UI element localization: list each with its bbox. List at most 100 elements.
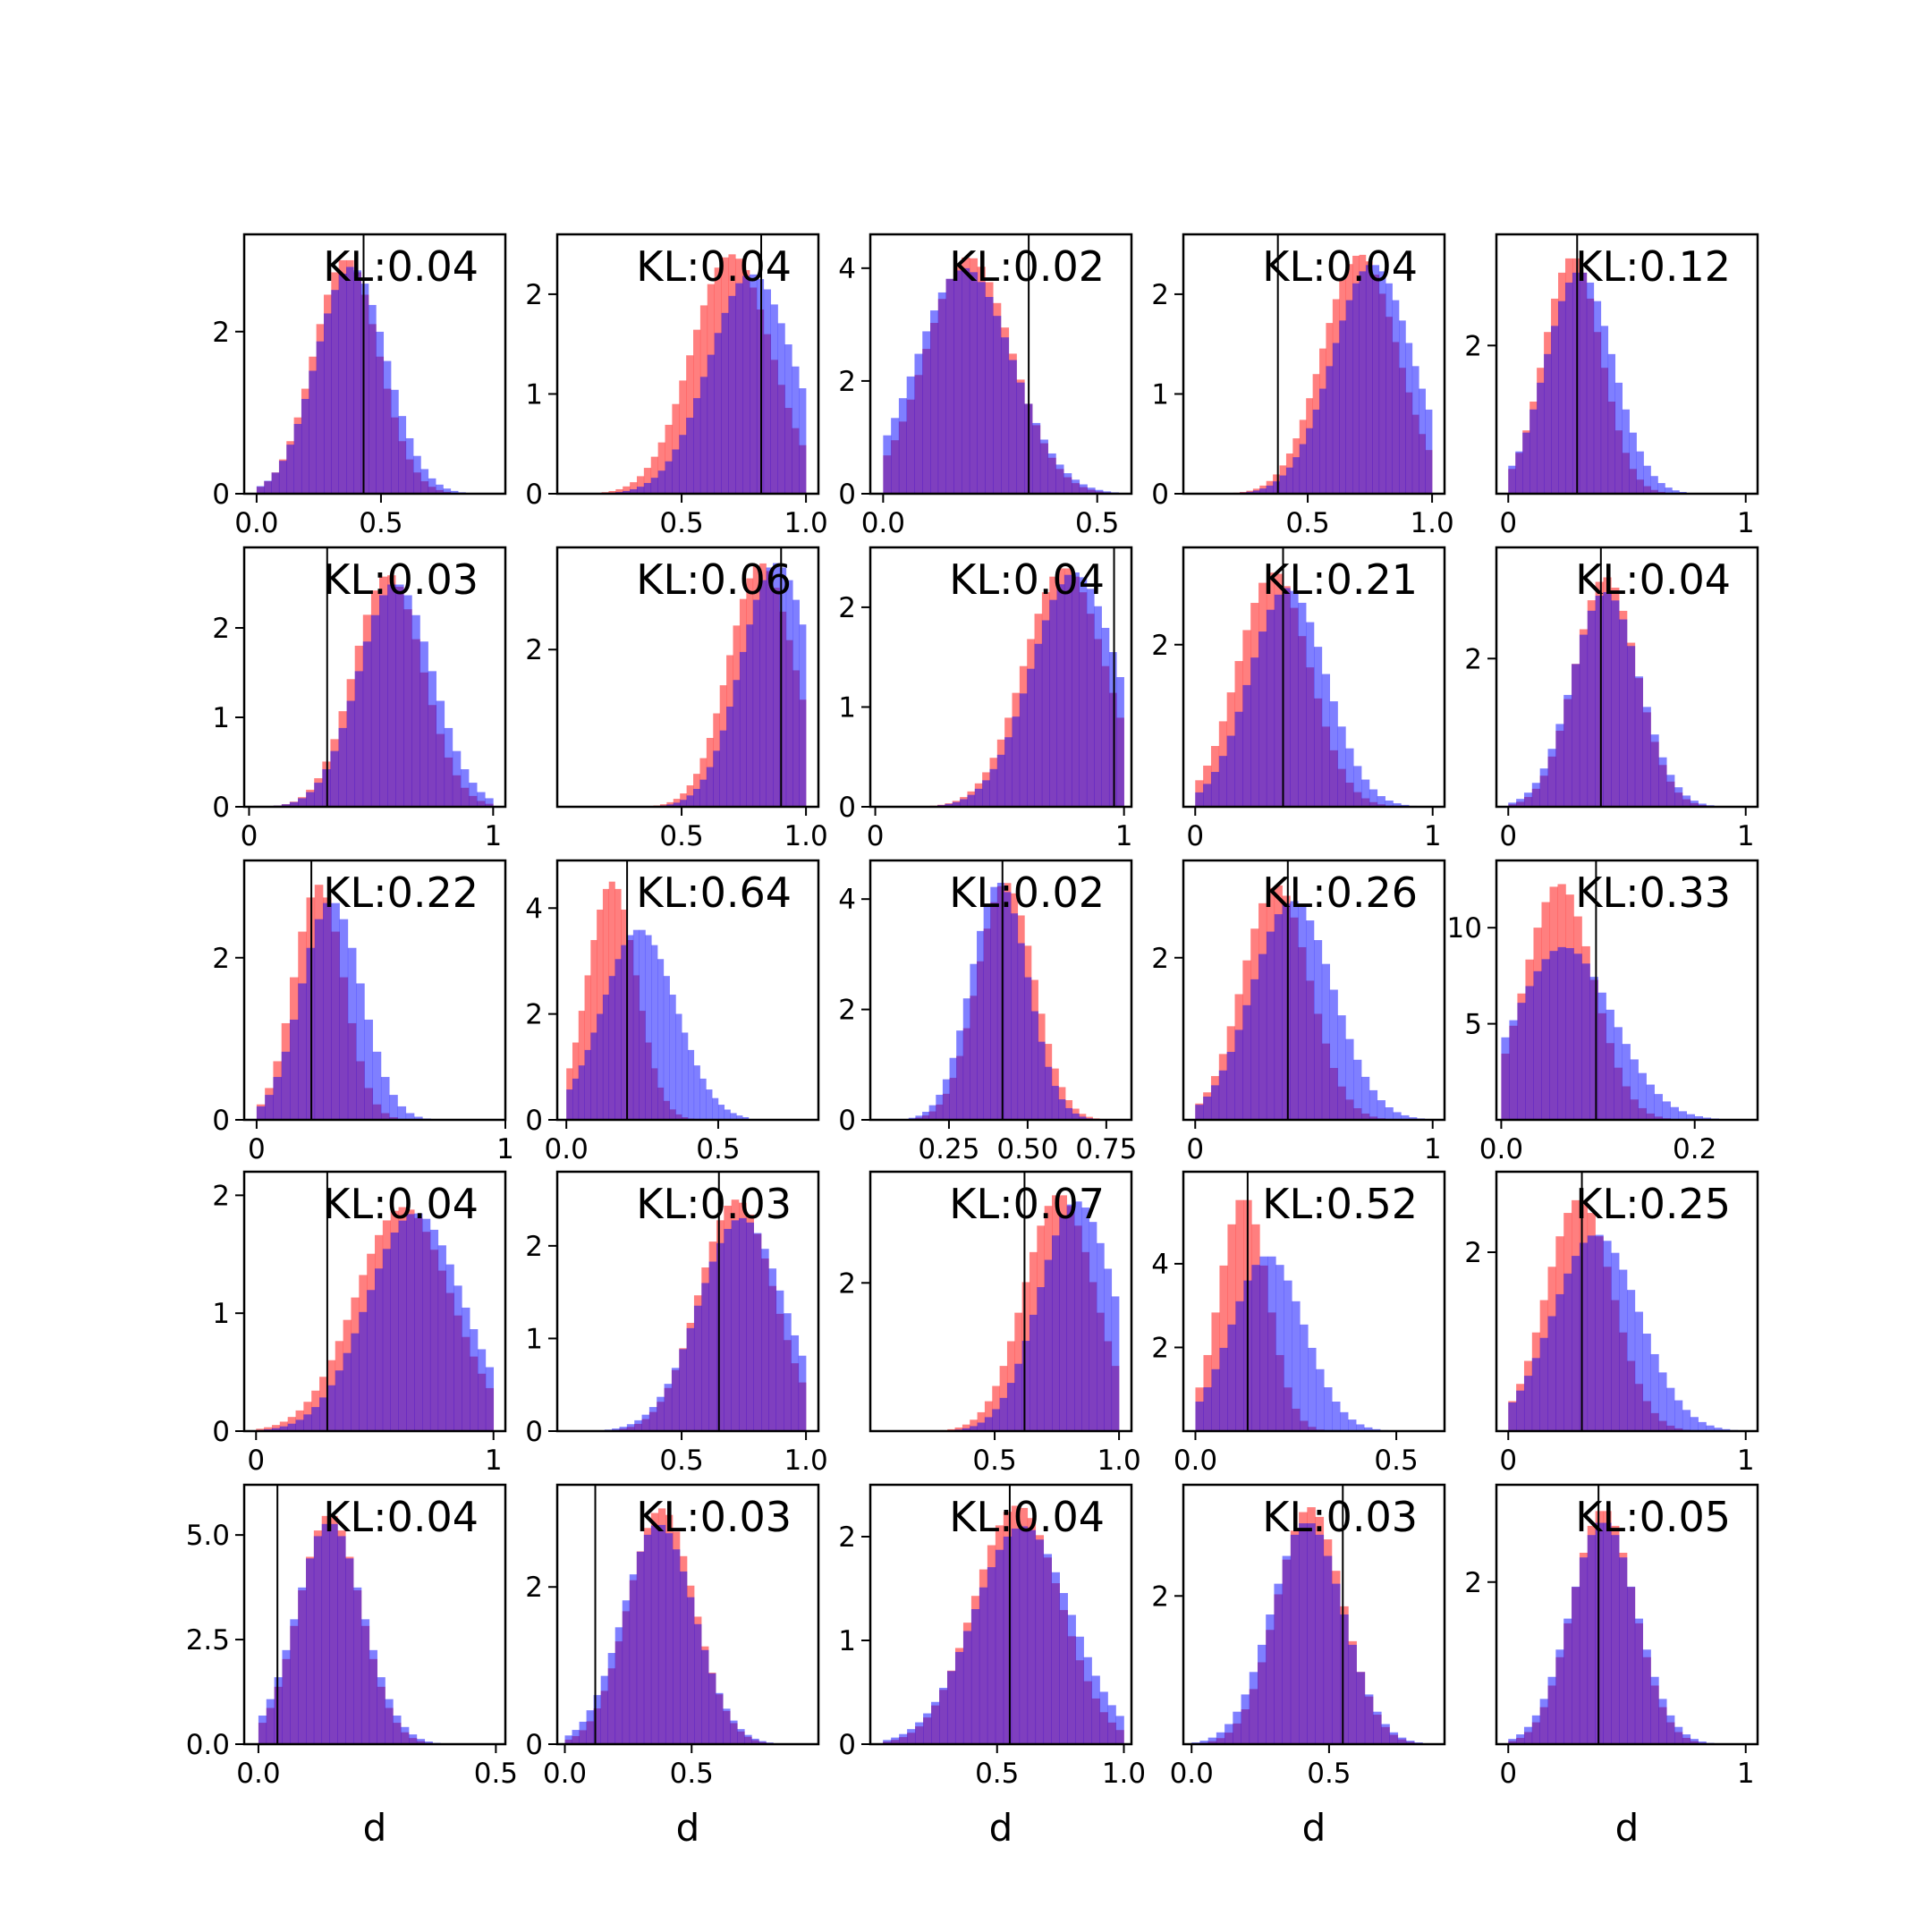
blue-histogram-bar (1043, 1554, 1052, 1744)
blue-histogram-bar (1682, 1734, 1691, 1744)
blue-histogram-bar (906, 376, 915, 494)
y-tick-label: 0 (525, 1105, 543, 1137)
blue-histogram-bar (657, 470, 665, 494)
blue-histogram-bar (1195, 792, 1204, 807)
blue-histogram-bar (752, 599, 760, 807)
blue-histogram-bar (1638, 1072, 1647, 1120)
kl-annotation: KL:0.21 (1262, 555, 1418, 604)
blue-histogram-bar (977, 930, 984, 1120)
blue-histogram-bar (1405, 343, 1413, 494)
blue-histogram-bar (1071, 479, 1080, 494)
blue-histogram-bar (405, 437, 414, 494)
blue-histogram-bar (1547, 1316, 1556, 1431)
x-tick-label: 0.5 (659, 507, 703, 539)
blue-histogram-bar (1055, 464, 1064, 494)
plot-area (566, 881, 750, 1120)
y-tick-label: 0 (525, 1729, 543, 1761)
blue-histogram-bar (274, 1677, 283, 1744)
blue-histogram-bar (1017, 943, 1025, 1120)
blue-histogram-bar (759, 580, 767, 807)
blue-histogram-bar (1312, 409, 1320, 494)
blue-histogram-bar (359, 1311, 368, 1431)
red-histogram-bar (977, 1411, 986, 1431)
x-tick-label: 0.5 (659, 820, 703, 852)
blue-histogram-bar (1397, 1737, 1407, 1744)
blue-histogram-bar (1104, 1268, 1113, 1431)
y-tick-label: 4 (525, 893, 543, 925)
blue-histogram-bar (1274, 1583, 1283, 1744)
blue-histogram-bar (1273, 481, 1280, 494)
blue-histogram-bar (883, 1740, 892, 1744)
x-tick-label: 1.0 (1410, 507, 1453, 539)
blue-histogram-bar (1059, 1216, 1067, 1431)
blue-histogram-bar (1031, 1011, 1038, 1120)
blue-histogram-bar (1368, 1089, 1378, 1120)
red-histogram-bar (636, 476, 645, 494)
kl-annotation: KL:0.25 (1575, 1180, 1731, 1228)
x-tick-label: 1.0 (1097, 1445, 1140, 1477)
blue-histogram-bar (271, 472, 280, 494)
blue-histogram-bar (962, 1631, 972, 1744)
kl-annotation: KL:0.02 (949, 242, 1105, 291)
blue-histogram-bar (298, 1587, 307, 1744)
blue-histogram-bar (1282, 588, 1291, 807)
blue-histogram-bar (360, 1619, 370, 1744)
axes-frame (869, 233, 1133, 496)
red-histogram-bar (970, 1419, 978, 1431)
panel-16: 0 1 0 1 2 KL:0.04 (212, 1170, 507, 1477)
blue-histogram-bar (996, 882, 1004, 1120)
blue-histogram-bar (1547, 1676, 1556, 1744)
kl-annotation: KL:0.04 (949, 1493, 1105, 1541)
blue-histogram-bar (1275, 1265, 1284, 1431)
blue-histogram-bar (1627, 646, 1636, 807)
kl-annotation: KL:0.03 (636, 1180, 792, 1228)
blue-histogram-bar (937, 292, 946, 494)
blue-histogram-bar (1195, 1402, 1204, 1431)
blue-histogram-bar (707, 354, 715, 494)
blue-histogram-bar (1533, 970, 1542, 1120)
blue-histogram-bar (1682, 795, 1691, 807)
blue-histogram-bar (1051, 1572, 1060, 1744)
blue-histogram-bar (1115, 1716, 1124, 1744)
blue-histogram-bar (1321, 674, 1330, 807)
blue-histogram-bar (770, 304, 778, 494)
plot-area (939, 1195, 1120, 1431)
blue-histogram-bar (360, 284, 369, 494)
blue-histogram-bar (383, 360, 392, 494)
blue-histogram-bar (354, 671, 364, 807)
blue-histogram-bar (1364, 1427, 1373, 1431)
blue-histogram-bar (398, 1220, 407, 1431)
blue-histogram-bar (773, 563, 780, 807)
blue-histogram-bar (1249, 1672, 1258, 1744)
axes-frame (555, 1483, 820, 1746)
blue-histogram-bar (792, 599, 800, 807)
blue-histogram-bar (607, 1653, 616, 1744)
panel-15: 0.0 0.2 5 10 KL:0.33 (1447, 859, 1759, 1165)
blue-histogram-bar (693, 789, 700, 807)
red-histogram-bar (623, 486, 631, 494)
blue-histogram-bar (1356, 1672, 1366, 1744)
blue-histogram-bar (784, 1313, 792, 1431)
axes-frame (555, 1170, 820, 1433)
blue-histogram-bar (632, 929, 640, 1120)
blue-histogram-bar (353, 270, 361, 494)
x-tick-label: 1 (1424, 820, 1442, 852)
blue-histogram-bar (701, 1283, 709, 1431)
x-tick-label: 0.5 (1374, 1445, 1418, 1477)
blue-histogram-bar (730, 1720, 738, 1744)
blue-histogram-bar (1551, 326, 1559, 494)
blue-histogram-bar (992, 1409, 1000, 1431)
blue-histogram-bar (469, 783, 478, 807)
blue-histogram-bar (414, 1116, 423, 1120)
blue-histogram-bar (453, 1285, 462, 1431)
panel-11: 0 1 0 2 KL:0.22 (212, 859, 514, 1165)
axes-frame (242, 1170, 507, 1433)
axes-frame (555, 546, 820, 809)
blue-histogram-bar (784, 344, 792, 494)
y-tick-label: 2 (1151, 279, 1169, 311)
blue-histogram-bar (391, 389, 399, 494)
blue-histogram-bar (1694, 1115, 1704, 1120)
blue-histogram-bar (1345, 300, 1353, 494)
blue-histogram-bar (273, 1077, 283, 1120)
x-tick-label: 0.0 (236, 1758, 280, 1790)
